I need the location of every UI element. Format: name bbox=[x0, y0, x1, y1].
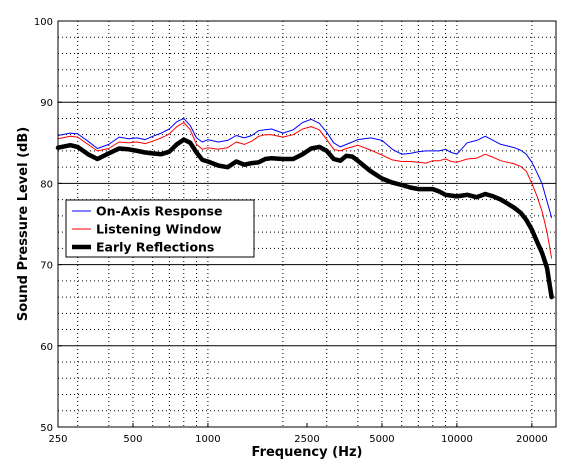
y-tick-label: 100 bbox=[34, 17, 53, 28]
x-tick-label: 250 bbox=[48, 434, 67, 445]
minor-grid bbox=[58, 21, 556, 427]
series-line-early-reflections bbox=[55, 137, 554, 300]
x-tick-label: 10000 bbox=[441, 434, 473, 445]
x-axis-title: Frequency (Hz) bbox=[252, 445, 363, 460]
y-tick-label: 70 bbox=[40, 261, 53, 272]
series-layer bbox=[55, 117, 554, 300]
x-tick-label: 2500 bbox=[294, 434, 319, 445]
x-tick-label: 500 bbox=[123, 434, 142, 445]
series-line-on-axis-response bbox=[57, 117, 553, 218]
y-axis-title: Sound Pressure Level (dB) bbox=[16, 127, 31, 321]
legend-label-listening-window: Listening Window bbox=[96, 222, 222, 237]
x-axis-ticks: 250 500 1000 2500 5000 10000 20000 bbox=[48, 423, 548, 445]
legend-label-on-axis-response: On-Axis Response bbox=[96, 204, 222, 219]
series-line-listening-window bbox=[57, 122, 553, 259]
x-tick-label: 1000 bbox=[195, 434, 220, 445]
y-tick-label: 50 bbox=[40, 423, 53, 434]
legend: On-Axis Response Listening Window Early … bbox=[65, 199, 255, 258]
x-tick-label: 5000 bbox=[369, 434, 394, 445]
legend-box bbox=[65, 199, 255, 258]
major-grid bbox=[58, 101, 556, 347]
x-tick-label: 20000 bbox=[516, 434, 548, 445]
y-tick-label: 90 bbox=[40, 98, 53, 109]
y-tick-label: 60 bbox=[40, 342, 53, 353]
legend-label-early-reflections: Early Reflections bbox=[96, 240, 214, 255]
y-tick-label: 80 bbox=[40, 179, 53, 190]
y-axis-ticks: 50 60 70 80 90 100 bbox=[34, 17, 62, 434]
